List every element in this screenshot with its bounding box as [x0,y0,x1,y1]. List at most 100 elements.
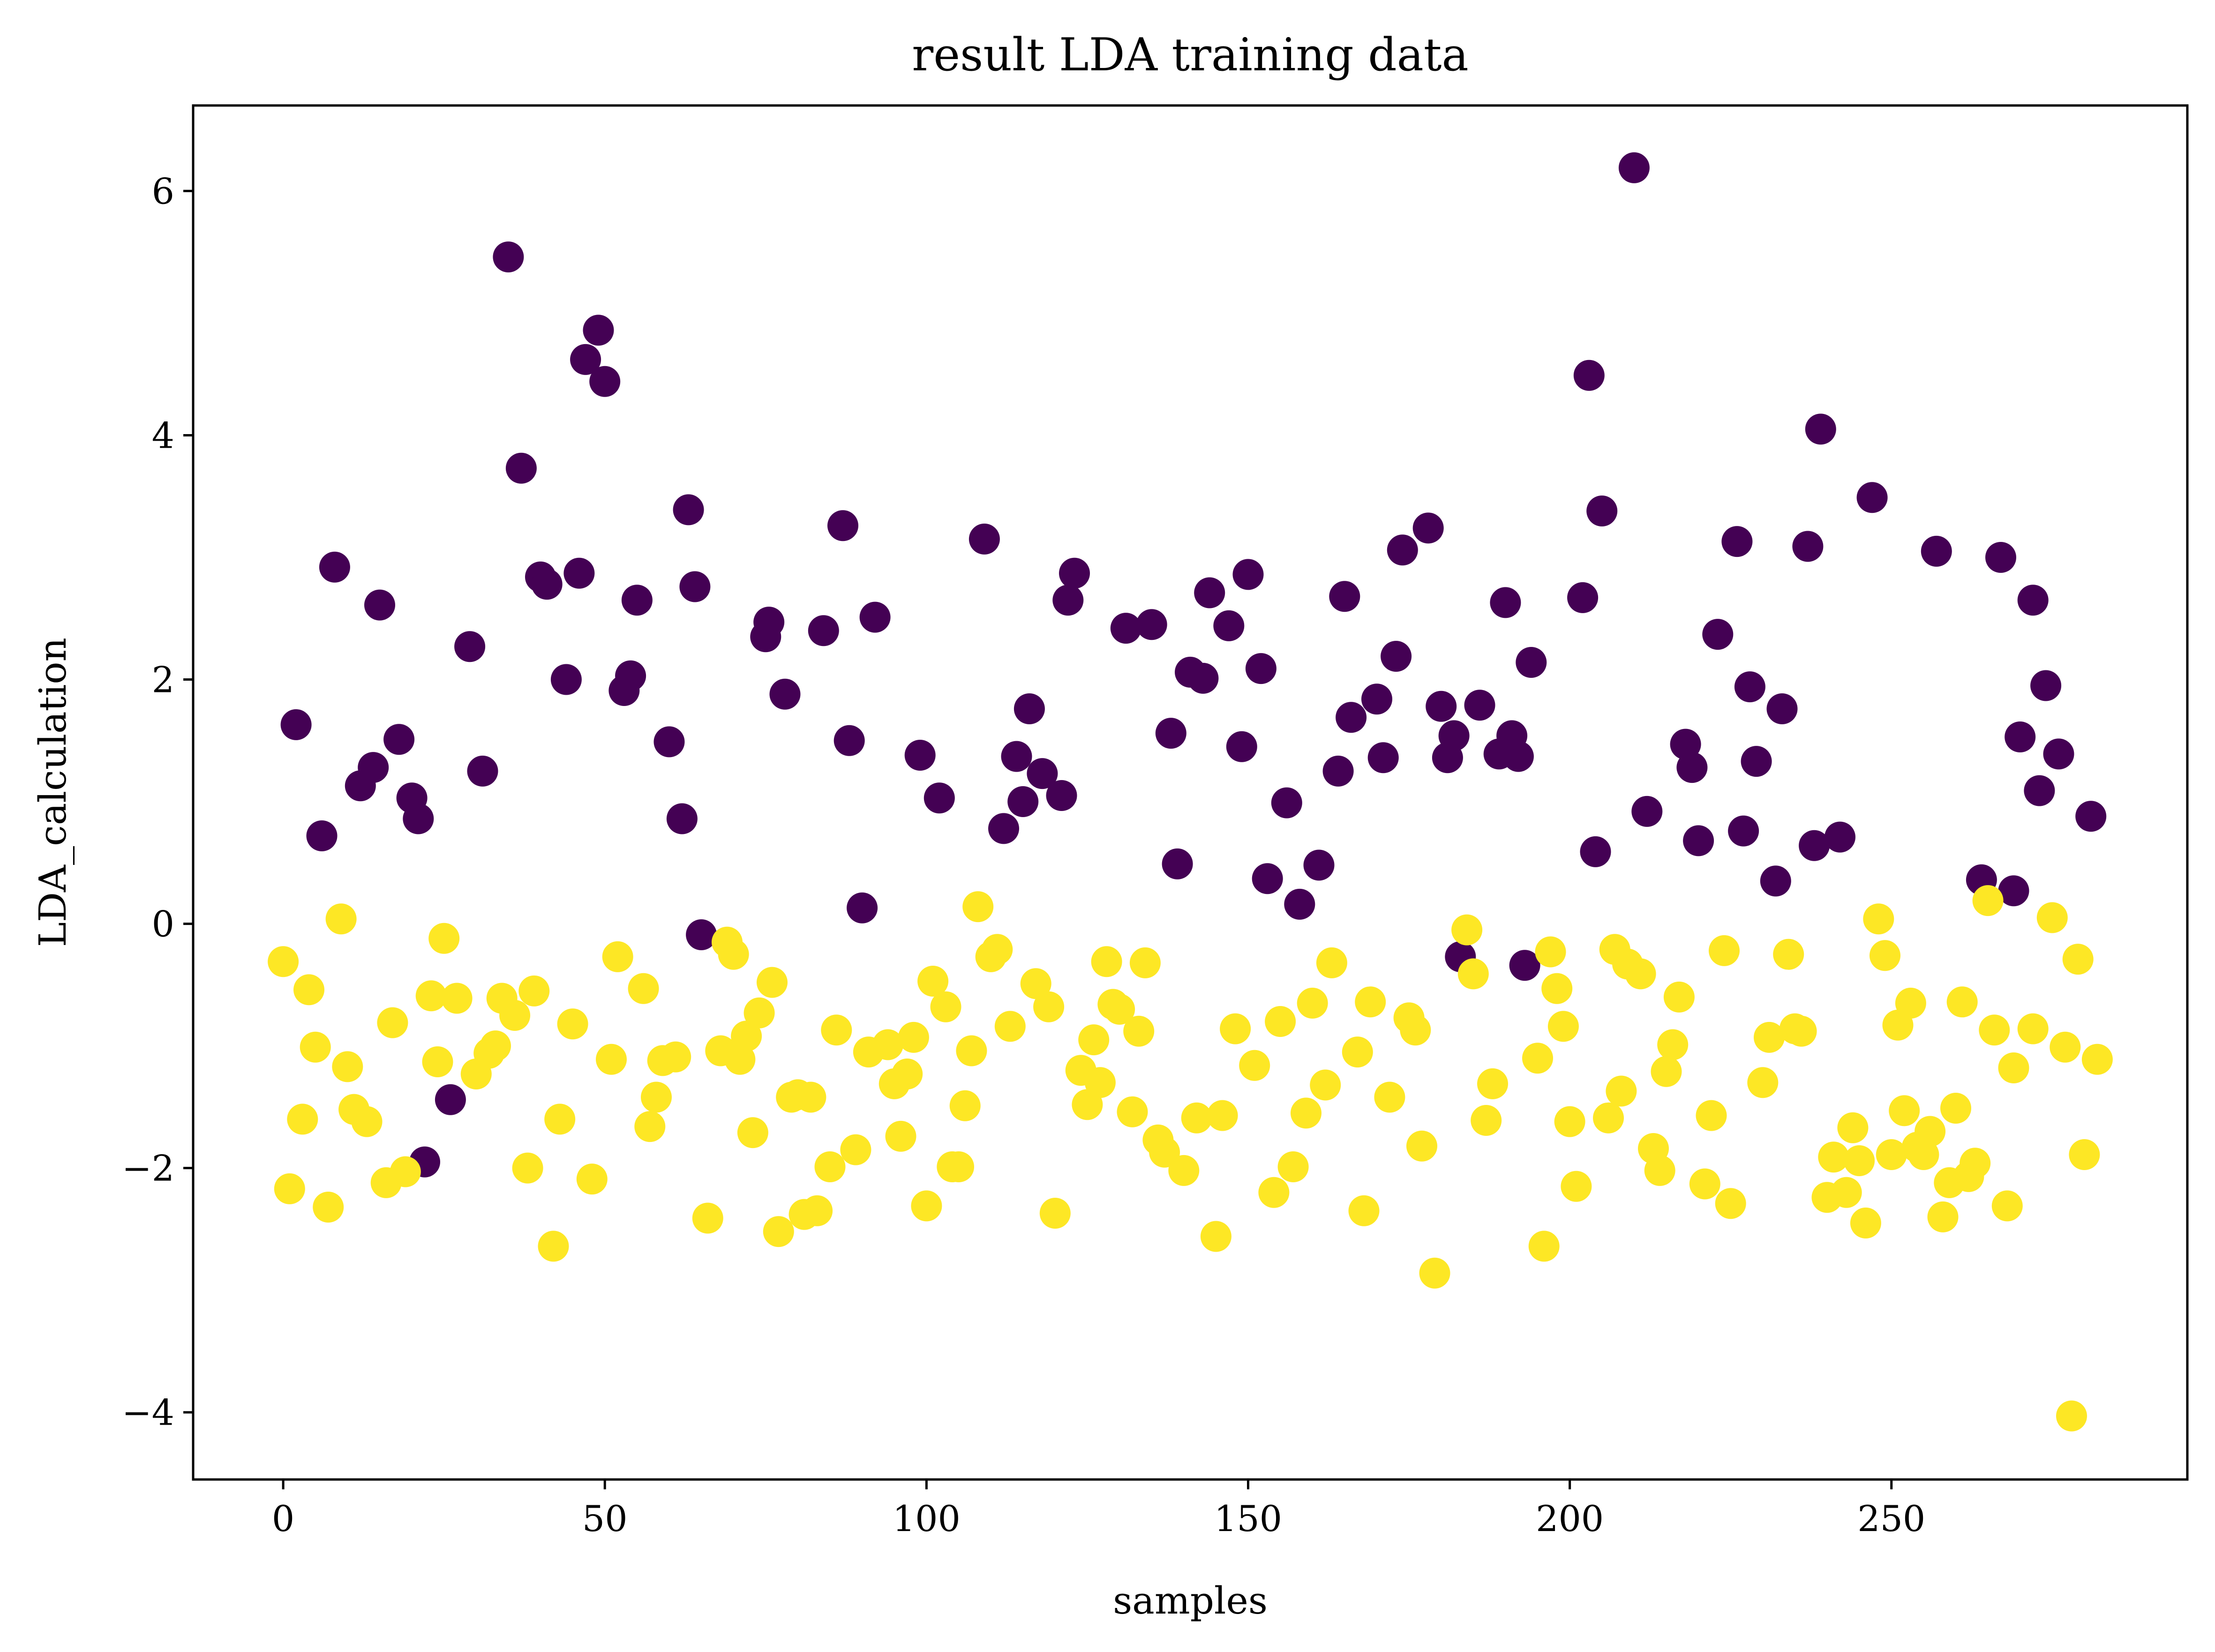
data-point-class-0 [505,452,537,484]
data-point-class-1 [1844,1145,1875,1176]
data-point-class-1 [1342,1036,1373,1068]
data-point-class-1 [692,1202,723,1234]
data-point-class-1 [293,974,324,1006]
data-point-class-0 [1336,702,1367,733]
data-point-class-1 [1258,1177,1290,1208]
data-point-class-0 [679,571,711,602]
data-point-class-1 [557,1008,588,1040]
x-tick-label: 50 [582,1498,628,1539]
data-point-class-1 [1773,939,1804,970]
data-point-class-0 [686,919,717,950]
data-point-class-1 [1265,1006,1296,1037]
data-point-class-1 [325,903,357,935]
y-axis-ticks: −4 −2 0 2 4 6 [122,170,193,1434]
data-point-class-1 [1915,1116,1946,1147]
data-point-class-1 [1078,1024,1110,1056]
data-point-class-1 [1451,914,1483,946]
data-point-class-1 [377,1007,408,1038]
data-point-class-0 [1805,413,1836,445]
data-point-class-0 [1329,581,1360,612]
data-point-class-0 [2024,775,2055,806]
data-point-class-1 [499,1000,531,1031]
data-point-class-1 [1033,991,1065,1022]
data-point-class-1 [1554,1106,1585,1137]
data-point-class-0 [1676,752,1708,783]
data-point-class-0 [969,523,1000,555]
data-point-class-1 [1471,1105,1502,1136]
data-point-class-0 [2043,738,2074,770]
data-point-class-1 [1689,1168,1720,1200]
data-point-class-1 [757,967,788,998]
data-point-class-1 [943,1151,974,1182]
data-point-class-1 [1020,968,1051,999]
data-point-class-1 [2062,944,2094,975]
data-point-class-0 [769,678,801,710]
data-point-class-1 [1908,1139,1939,1170]
data-point-class-1 [2069,1139,2100,1170]
data-point-class-1 [982,934,1013,965]
data-point-class-1 [1084,1067,1116,1098]
data-point-class-1 [1606,1075,1637,1107]
data-point-class-1 [268,946,299,977]
data-point-class-1 [1419,1257,1450,1289]
data-point-class-1 [351,1106,383,1137]
data-point-class-0 [1381,641,1412,672]
data-point-class-1 [802,1195,833,1226]
data-point-class-1 [1657,1029,1689,1060]
data-point-class-0 [833,725,865,756]
data-point-class-1 [1927,1201,1959,1232]
data-point-class-0 [306,820,338,851]
data-point-class-0 [1721,526,1753,557]
data-point-class-0 [358,752,389,783]
data-point-class-0 [1464,690,1495,721]
data-point-class-1 [1998,1052,2029,1083]
data-point-class-1 [1715,1188,1746,1219]
data-point-class-0 [1046,780,1077,811]
data-point-class-1 [763,1216,794,1247]
data-point-class-1 [1709,935,1740,966]
data-point-class-1 [1818,1141,1849,1173]
data-point-class-0 [859,601,891,633]
data-point-class-1 [1200,1221,1231,1252]
data-point-class-1 [821,1014,852,1046]
data-point-class-1 [1535,936,1566,968]
data-point-class-1 [1291,1097,1321,1129]
data-point-class-0 [988,813,1019,844]
data-point-class-0 [1438,720,1470,751]
data-point-class-1 [660,1041,691,1073]
data-point-class-1 [898,1021,929,1053]
data-point-class-0 [924,782,955,814]
data-point-class-0 [1110,613,1141,644]
data-point-class-1 [1522,1043,1553,1074]
data-point-class-1 [1400,1014,1431,1046]
data-point-class-1 [1747,1067,1779,1098]
y-tick-label: 4 [152,414,174,456]
data-point-class-1 [917,966,949,997]
data-point-class-0 [615,660,646,691]
plot-frame [192,104,2189,1481]
data-point-class-1 [885,1120,916,1152]
data-point-class-0 [467,755,498,787]
data-point-class-0 [1766,693,1798,724]
data-point-class-1 [872,1029,903,1060]
data-point-class-1 [1972,885,2004,916]
data-point-class-1 [1991,1190,2023,1222]
data-point-class-0 [1825,821,1855,853]
data-point-class-0 [1985,542,2016,573]
data-point-class-1 [1786,1015,1817,1047]
data-point-class-0 [904,740,936,771]
data-point-class-1 [1651,1056,1682,1087]
data-point-class-1 [2056,1400,2087,1432]
data-point-class-1 [641,1081,672,1113]
data-point-class-1 [274,1173,305,1204]
data-point-class-0 [1728,815,1759,847]
data-point-class-0 [364,589,395,621]
data-point-class-1 [1129,947,1161,978]
data-point-class-0 [621,585,653,616]
data-point-class-0 [1426,691,1457,722]
data-point-class-1 [1561,1171,1592,1202]
data-point-class-1 [441,983,473,1014]
data-point-class-1 [1355,986,1386,1018]
data-point-class-0 [1683,825,1714,856]
data-point-class-0 [673,494,704,526]
